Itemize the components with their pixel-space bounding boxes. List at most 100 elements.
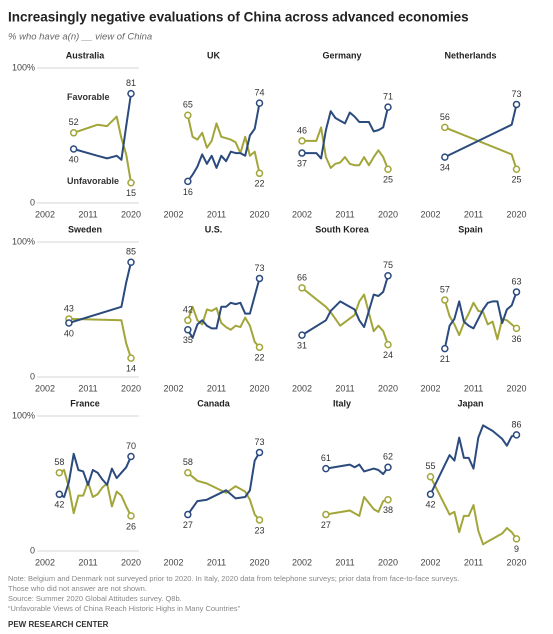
- series-line: [444, 126, 518, 170]
- end-marker: [322, 510, 330, 519]
- x-tick-label: 2002: [420, 383, 440, 393]
- series-line: [302, 126, 389, 170]
- end-marker: [298, 149, 306, 157]
- series-line: [58, 469, 132, 517]
- x-tick-label: 2002: [35, 557, 55, 567]
- value-label: 42: [425, 500, 435, 510]
- series-line: [444, 104, 518, 159]
- value-label: 57: [440, 284, 450, 294]
- panel-title: South Korea: [315, 224, 369, 234]
- end-marker: [384, 165, 392, 173]
- note: Note: Belgium and Denmark not surveyed p…: [8, 574, 459, 583]
- y-tick-label: 100%: [12, 236, 35, 246]
- legend-label: Unfavorable: [67, 176, 119, 186]
- end-marker: [69, 129, 78, 137]
- series-line: [429, 424, 517, 495]
- x-tick-label: 2011: [464, 209, 483, 219]
- x-tick-label: 2020: [249, 209, 269, 219]
- x-tick-label: 2002: [163, 209, 183, 219]
- end-marker: [384, 495, 392, 504]
- series-line: [186, 451, 261, 516]
- end-marker: [255, 99, 264, 107]
- end-marker: [127, 258, 135, 266]
- source: Source: Summer 2020 Global Attitudes sur…: [8, 594, 182, 603]
- series-line: [186, 102, 261, 182]
- x-tick-label: 2002: [420, 209, 440, 219]
- value-label: 73: [511, 89, 521, 99]
- end-marker: [184, 177, 192, 186]
- panel-title: U.S.: [205, 224, 223, 234]
- value-label: 42: [183, 305, 193, 315]
- value-label: 81: [126, 78, 136, 88]
- value-label: 9: [514, 544, 519, 554]
- series-line: [73, 93, 132, 161]
- panel-title: Netherlands: [444, 50, 496, 60]
- x-tick-label: 2020: [506, 557, 526, 567]
- note: Those who did not answer are not shown.: [8, 584, 147, 593]
- panel-title: UK: [207, 50, 220, 60]
- x-tick-label: 2011: [78, 209, 97, 219]
- series-line: [301, 287, 389, 345]
- value-label: 36: [511, 334, 521, 344]
- end-marker: [298, 137, 306, 145]
- x-tick-label: 2011: [335, 557, 354, 567]
- end-marker: [255, 516, 264, 524]
- end-marker: [255, 169, 264, 178]
- panel-title: Spain: [458, 224, 483, 234]
- value-label: 66: [297, 272, 307, 282]
- value-label: 55: [425, 461, 435, 471]
- series-line: [302, 106, 389, 160]
- series-line: [325, 496, 389, 517]
- x-tick-label: 2002: [420, 557, 440, 567]
- x-tick-label: 2011: [207, 557, 226, 567]
- value-label: 16: [183, 187, 193, 197]
- chart-subtitle: % who have a(n) __ view of China: [8, 32, 152, 43]
- value-label: 34: [440, 162, 450, 172]
- end-marker: [512, 431, 521, 439]
- value-label: 58: [54, 457, 64, 467]
- x-tick-label: 2011: [207, 383, 226, 393]
- series-line: [73, 115, 132, 183]
- x-tick-label: 2002: [292, 209, 312, 219]
- value-label: 40: [69, 154, 79, 164]
- x-tick-label: 2020: [249, 557, 269, 567]
- x-tick-label: 2002: [163, 383, 183, 393]
- x-tick-label: 2011: [78, 557, 97, 567]
- y-tick-label: 0: [30, 197, 35, 207]
- value-label: 46: [297, 125, 307, 135]
- panel-title: Canada: [197, 398, 231, 408]
- panel-title: France: [70, 398, 100, 408]
- value-label: 63: [511, 276, 521, 286]
- value-label: 21: [440, 354, 450, 364]
- value-label: 65: [183, 100, 193, 110]
- value-label: 40: [64, 328, 74, 338]
- chart-title: Increasingly negative evaluations of Chi…: [8, 10, 469, 25]
- value-label: 58: [183, 457, 193, 467]
- y-tick-label: 100%: [12, 410, 35, 420]
- y-tick-label: 0: [30, 371, 35, 381]
- x-tick-label: 2002: [292, 383, 312, 393]
- organization: PEW RESEARCH CENTER: [8, 620, 109, 629]
- x-tick-label: 2020: [506, 209, 526, 219]
- end-marker: [384, 463, 392, 472]
- value-label: 71: [383, 92, 393, 102]
- end-marker: [441, 123, 449, 132]
- x-tick-label: 2002: [292, 557, 312, 567]
- end-marker: [512, 535, 521, 543]
- value-label: 52: [69, 117, 79, 127]
- value-label: 70: [126, 441, 136, 451]
- end-marker: [184, 510, 192, 519]
- value-label: 75: [383, 260, 393, 270]
- end-marker: [127, 179, 135, 187]
- value-label: 27: [183, 520, 193, 530]
- series-line: [443, 291, 518, 349]
- end-marker: [384, 103, 392, 111]
- series-line: [301, 275, 389, 336]
- value-label: 37: [297, 158, 307, 168]
- value-label: 24: [383, 350, 393, 360]
- end-marker: [512, 165, 521, 173]
- end-marker: [255, 343, 264, 352]
- value-label: 25: [383, 175, 393, 185]
- x-tick-label: 2020: [121, 383, 141, 393]
- value-label: 85: [126, 247, 136, 257]
